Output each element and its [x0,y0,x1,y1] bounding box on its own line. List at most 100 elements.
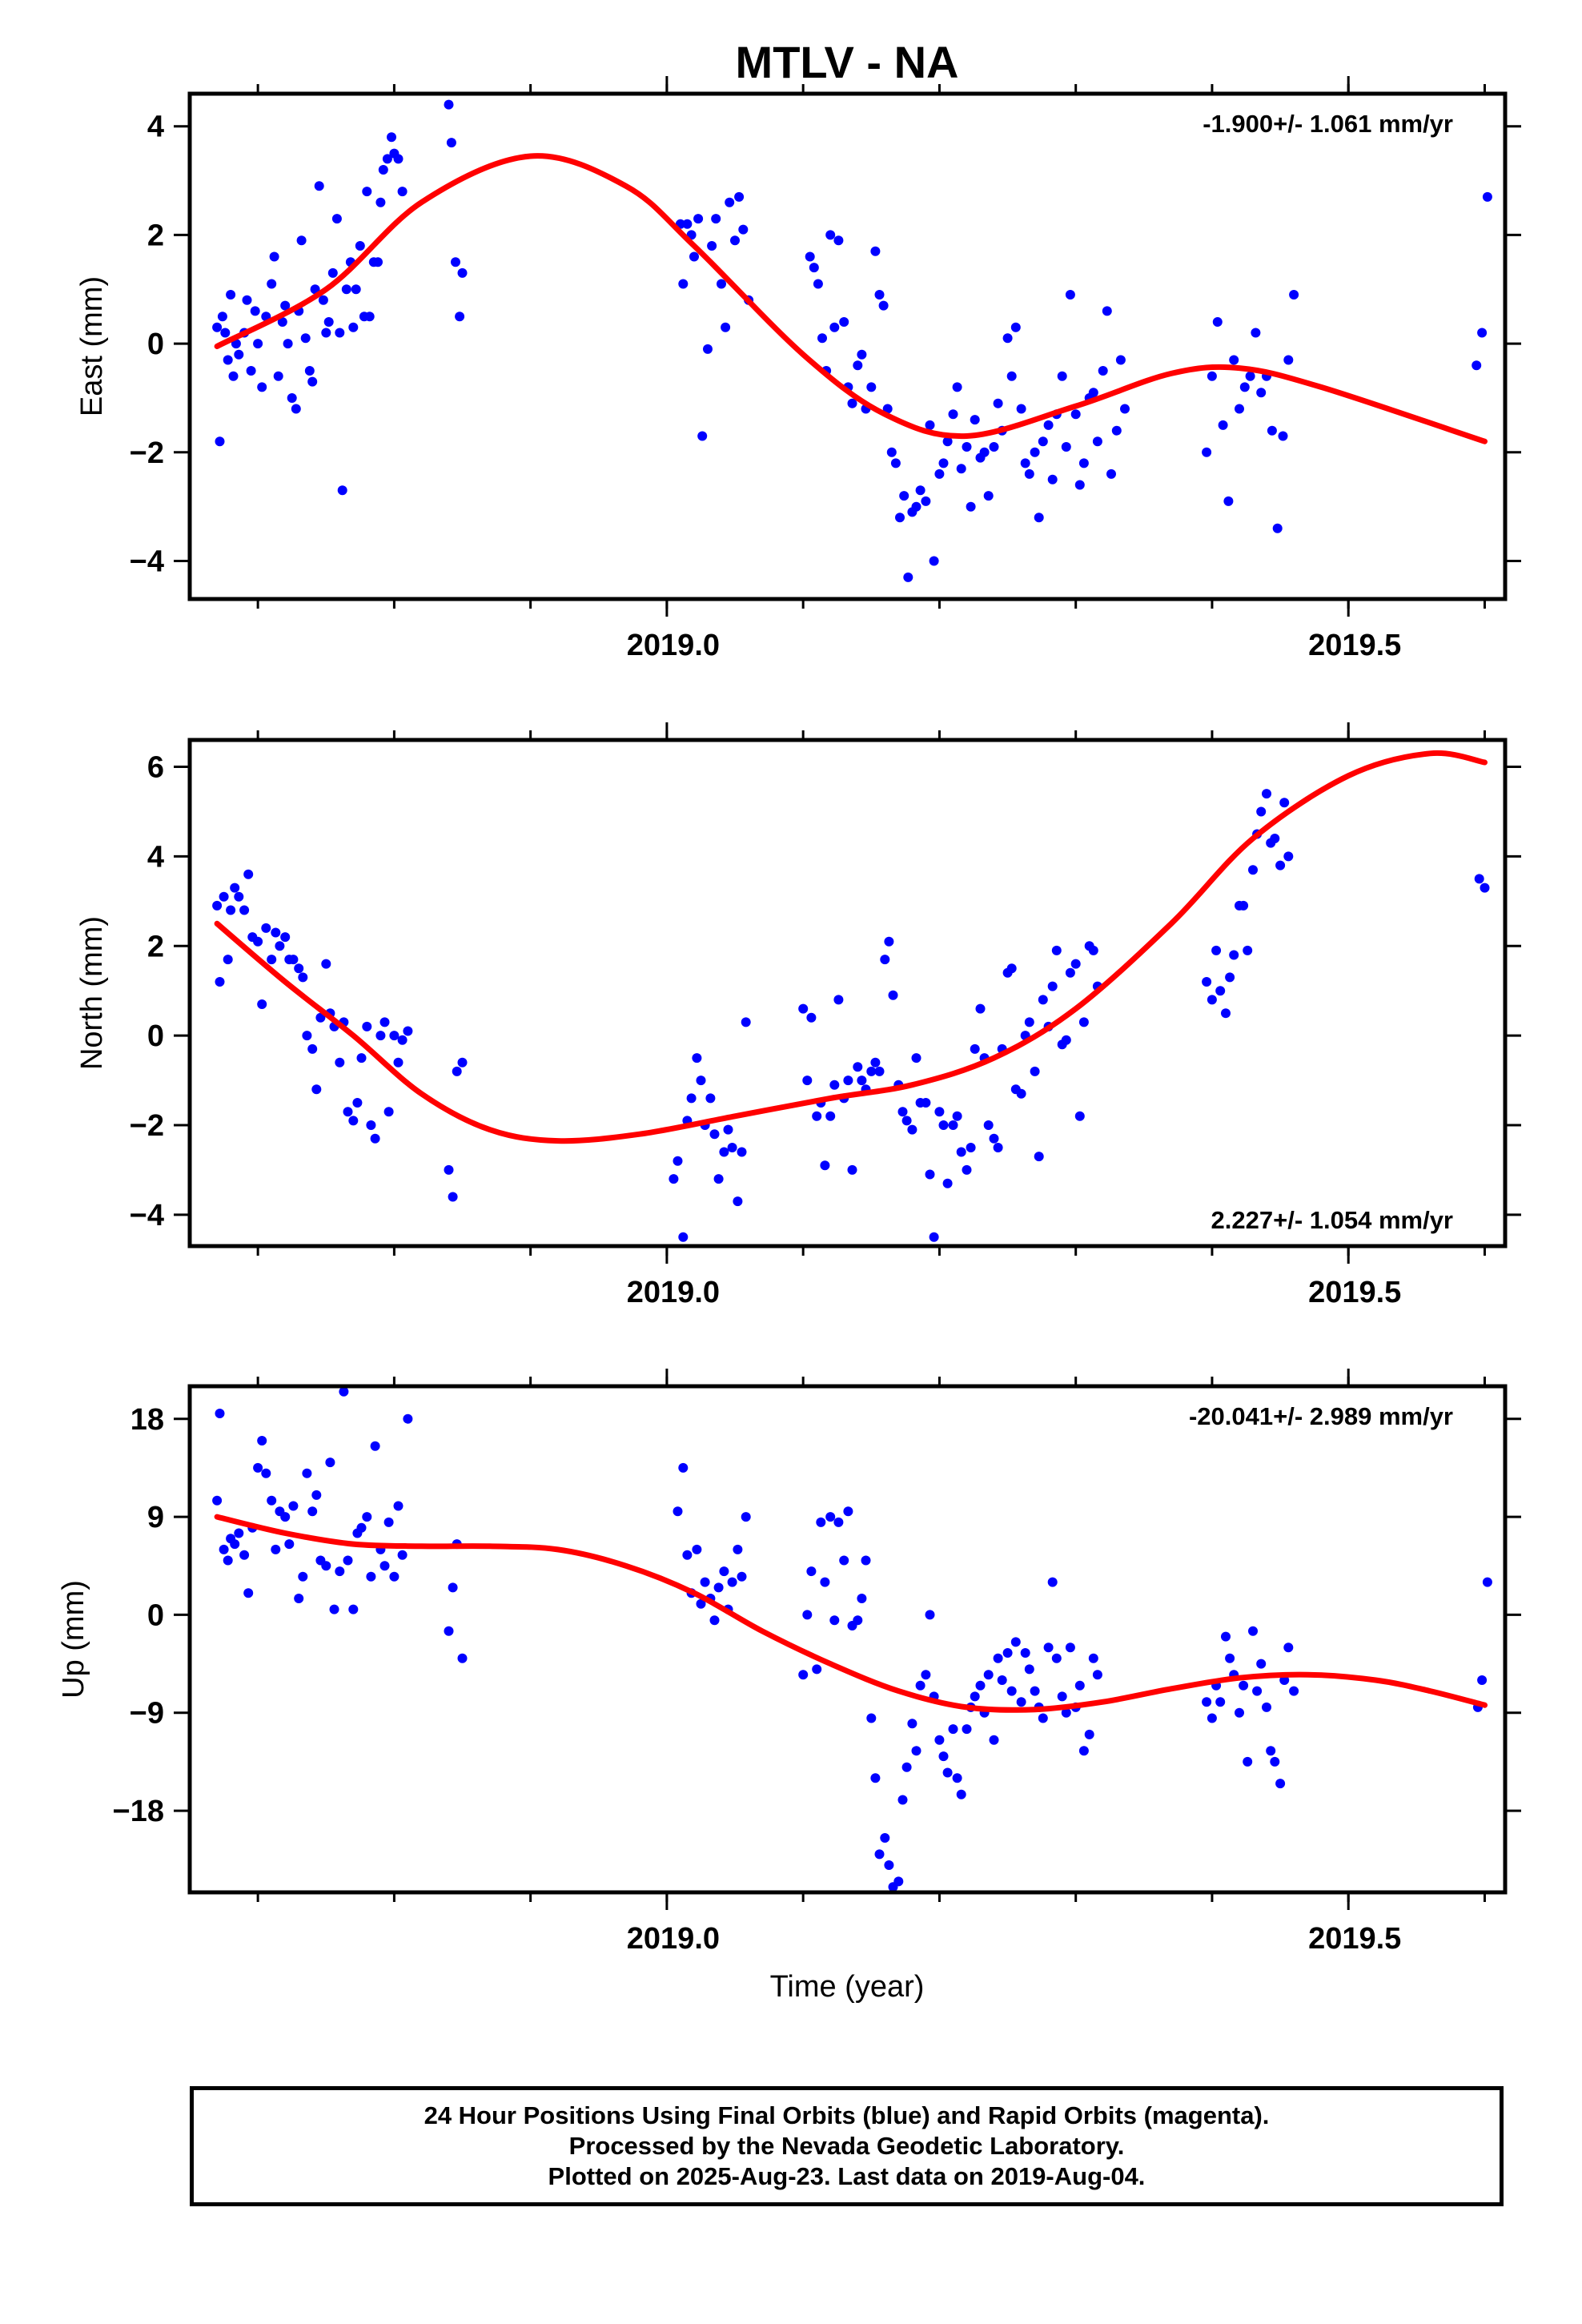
up-point [1002,1648,1013,1658]
north-point [1270,834,1280,843]
up-point [911,1746,921,1756]
north-y-tick-label: −4 [130,1199,164,1232]
up-point [325,1458,335,1468]
east-point [444,99,454,110]
east-point [952,382,962,392]
east-point [355,241,365,251]
east-point [1218,420,1228,430]
footer-line-1: 24 Hour Positions Using Final Orbits (bl… [424,2101,1270,2129]
up-point [1270,1756,1280,1767]
east-point [1120,404,1130,414]
east-point [738,224,749,235]
east-point [220,328,231,338]
up-point [397,1550,408,1560]
up-point [219,1544,229,1554]
up-point [915,1680,926,1691]
north-point [907,1124,917,1135]
up-point [280,1512,291,1522]
east-point [1106,468,1116,479]
north-point [375,1031,386,1041]
north-y-axis-title: North (mm) [75,916,109,1070]
north-point [448,1192,458,1202]
up-point [853,1615,863,1626]
east-point [280,300,291,311]
up-point [934,1735,945,1745]
up-point [673,1506,683,1517]
up-point [907,1719,917,1729]
up-point [1225,1653,1235,1663]
east-point [857,349,867,360]
east-point [217,312,227,322]
north-point [348,1116,359,1126]
east-point [373,257,383,267]
up-point [234,1528,244,1538]
north-y-tick-label: 4 [147,840,164,874]
up-y-axis-title: Up (mm) [57,1580,90,1699]
east-point [817,333,827,344]
north-point [234,891,244,902]
east-point [246,366,256,376]
north-point [1047,981,1058,991]
up-point [230,1539,240,1550]
east-point [307,376,318,387]
east-point [697,431,708,441]
up-point [719,1566,729,1577]
east-point [250,306,260,316]
north-point [853,1062,863,1072]
up-point [938,1751,949,1762]
north-point [1078,1017,1089,1027]
north-point [692,1053,702,1063]
up-point [212,1495,223,1506]
up-point [820,1577,830,1587]
north-point [866,1066,877,1076]
north-point [1283,851,1294,862]
north-panel: 2019.0 2019.5 −4 −2 0 2 4 6 North (mm) 2.227+/- 1… [75,722,1521,1309]
up-point [925,1610,935,1620]
up-point [874,1849,885,1860]
north-fit-curve [214,750,1488,1144]
north-point [403,1026,413,1036]
east-point [1024,468,1034,479]
north-point [298,972,308,983]
east-point [970,415,980,425]
north-point [686,1093,697,1104]
east-point [890,458,901,468]
north-point [243,869,254,879]
up-points [212,1386,1492,1892]
east-y-axis-title: East (mm) [75,276,109,416]
east-point [966,501,976,512]
north-point [952,1111,962,1121]
east-point [446,138,456,148]
east-point [825,230,836,240]
east-point [387,132,396,143]
north-point [352,1098,363,1108]
chart-title: MTLV - NA [736,37,959,87]
up-point [215,1409,225,1418]
up-point [329,1604,339,1614]
up-point [1051,1653,1062,1663]
north-point [370,1133,380,1144]
east-point [942,436,953,447]
north-point [271,927,281,938]
north-point [705,1093,716,1104]
up-y-tick-label: −9 [130,1697,164,1731]
east-point [1202,447,1212,457]
north-point [1275,860,1286,870]
east-plot-frame [187,91,1508,601]
up-point [948,1724,958,1735]
east-point [1102,306,1112,316]
east-point [899,491,909,501]
up-point [870,1773,881,1783]
north-point [257,999,267,1009]
east-point [682,219,693,229]
east-point [296,235,307,246]
up-point [880,1833,890,1843]
up-point [798,1670,809,1680]
up-point [727,1577,737,1587]
up-point [709,1615,720,1626]
north-point [444,1164,454,1175]
north-point [452,1066,462,1076]
north-rate-annotation: 2.227+/- 1.054 mm/yr [1211,1206,1453,1234]
east-point [805,251,815,262]
north-y-tick-label: 2 [147,930,164,963]
